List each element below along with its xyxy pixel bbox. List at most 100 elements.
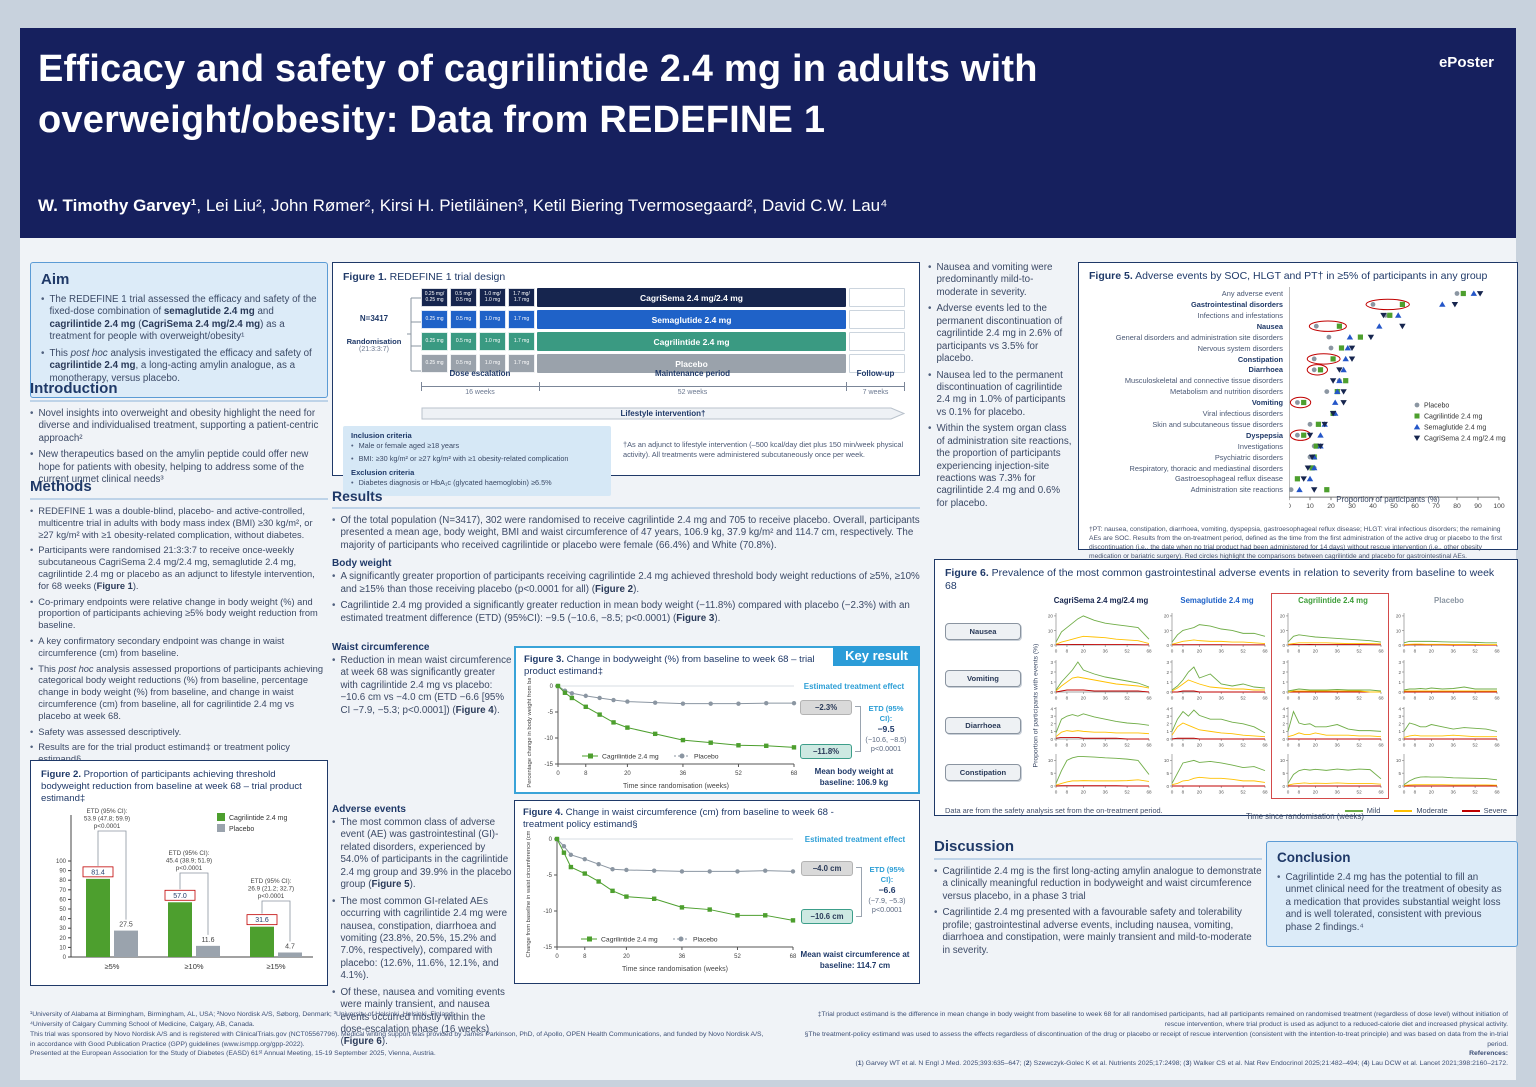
svg-text:-10: -10 — [544, 736, 553, 742]
figure2-caption: Figure 2. Proportion of participants ach… — [41, 769, 302, 804]
figure2-box: Figure 2. Proportion of participants ach… — [18, 760, 328, 986]
fig5-row-label: Administration site reactions — [1190, 485, 1283, 495]
svg-text:0: 0 — [1403, 649, 1406, 654]
figure3-box: Key result Figure 3. Change in bodyweigh… — [514, 646, 920, 794]
figure1-randomisation-label: Randomisation — [346, 337, 402, 347]
svg-text:0: 0 — [63, 955, 67, 961]
svg-text:3: 3 — [1398, 714, 1401, 719]
list-item: • Of the total population (N=3417), 302 w… — [332, 515, 920, 551]
svg-text:10: 10 — [1396, 629, 1402, 634]
dose-step-box: 0.5 mg/ 0.5 mg — [450, 288, 477, 308]
svg-text:8: 8 — [1298, 790, 1301, 795]
svg-text:40: 40 — [1369, 503, 1377, 510]
svg-text:8: 8 — [1066, 649, 1069, 654]
svg-text:0: 0 — [1282, 643, 1285, 648]
svg-text:1: 1 — [1166, 680, 1169, 685]
fig6-column-header: Placebo — [1434, 596, 1464, 606]
svg-text:Time since randomisation (week: Time since randomisation (weeks) — [623, 783, 729, 790]
svg-text:100: 100 — [1493, 503, 1505, 510]
arm-bar: Semaglutide 2.4 mg — [537, 310, 846, 330]
svg-text:81.4: 81.4 — [91, 869, 105, 876]
svg-text:68: 68 — [1494, 790, 1500, 795]
list-item: • Novel insights into overweight and obes… — [30, 408, 319, 444]
svg-text:0: 0 — [1050, 784, 1053, 789]
svg-text:3: 3 — [1166, 714, 1169, 719]
svg-text:0: 0 — [1055, 790, 1058, 795]
fig6-mini-chart: 0 5 10 0 8 20 36 52 68 — [1396, 754, 1500, 795]
list-item: • A significantly greater proportion of p… — [332, 571, 920, 595]
svg-text:36: 36 — [1103, 790, 1109, 795]
list-item: • Co-primary endpoints were relative chan… — [30, 596, 318, 631]
svg-text:36: 36 — [1103, 696, 1109, 701]
fig6-legend-item: Mild — [1344, 806, 1380, 815]
fig5-row-label: Psychiatric disorders — [1214, 452, 1283, 462]
dose-step-box: 0.25 mg — [421, 354, 448, 374]
dose-step-box: 1.0 mg — [479, 354, 506, 374]
figure6-legend: Mild Moderate Severe — [1344, 806, 1507, 815]
svg-text:0: 0 — [1282, 690, 1285, 695]
svg-text:20: 20 — [1081, 743, 1087, 748]
fig6-row-label: Nausea — [945, 623, 1021, 641]
svg-text:36: 36 — [1219, 743, 1225, 748]
svg-text:68: 68 — [1146, 790, 1152, 795]
svg-text:10: 10 — [1048, 629, 1054, 634]
svg-text:0: 0 — [1398, 690, 1401, 695]
svg-text:2: 2 — [1282, 670, 1285, 675]
svg-text:57.0: 57.0 — [173, 893, 187, 900]
svg-text:52: 52 — [1241, 649, 1247, 654]
svg-text:68: 68 — [1378, 743, 1384, 748]
aim-box: Aim • The REDEFINE 1 trial assessed the e… — [30, 262, 328, 399]
svg-text:20: 20 — [1429, 649, 1435, 654]
figure5-caption: Figure 5. Adverse events by SOC, HLGT an… — [1089, 270, 1488, 282]
svg-text:CagriSema 2.4 mg/2.4 mg: CagriSema 2.4 mg/2.4 mg — [1424, 436, 1506, 443]
svg-text:0: 0 — [1287, 743, 1290, 748]
svg-text:52: 52 — [734, 954, 741, 960]
svg-text:20: 20 — [1197, 743, 1203, 748]
svg-text:Placebo: Placebo — [1424, 403, 1449, 410]
figure3-caption: Figure 3. Change in bodyweight (%) from … — [524, 654, 815, 677]
svg-text:52: 52 — [1125, 649, 1131, 654]
svg-text:20: 20 — [1081, 790, 1087, 795]
svg-text:10: 10 — [1164, 758, 1170, 763]
waist-section: Waist circumference • Reduction in mean w… — [332, 636, 512, 721]
svg-text:20: 20 — [1197, 696, 1203, 701]
svg-text:0: 0 — [1171, 696, 1174, 701]
svg-text:36: 36 — [680, 771, 687, 777]
svg-text:0: 0 — [1166, 690, 1169, 695]
bodyweight-subheading: Body weight — [332, 558, 392, 570]
svg-text:70: 70 — [1432, 503, 1440, 510]
fig6-cagrilintide-highlight-box — [1271, 593, 1389, 800]
list-item: • BMI: ≥30 kg/m² or ≥27 kg/m² with ≥1 obe… — [351, 454, 569, 464]
svg-text:52: 52 — [1473, 649, 1479, 654]
fig6-column-header: CagriSema 2.4 mg/2.4 mg — [1053, 596, 1149, 606]
svg-text:8: 8 — [1298, 649, 1301, 654]
svg-text:20: 20 — [1429, 790, 1435, 795]
svg-text:20: 20 — [1313, 743, 1319, 748]
svg-text:20: 20 — [1197, 649, 1203, 654]
waist-subheading: Waist circumference — [332, 642, 430, 653]
dose-step-box: 0.25 mg — [421, 310, 448, 330]
svg-text:8: 8 — [1182, 743, 1185, 748]
figure1-bottom-row: Inclusion criteria • Male or female aged … — [343, 426, 909, 497]
dose-step-box: 1.0 mg/ 1.0 mg — [479, 288, 506, 308]
svg-text:0: 0 — [1282, 737, 1285, 742]
svg-text:52: 52 — [735, 771, 742, 777]
svg-text:8: 8 — [1414, 743, 1417, 748]
dose-step-box: 0.25 mg/ 0.25 mg — [421, 288, 448, 308]
figure1-criteria-box: Inclusion criteria • Male or female aged … — [343, 426, 611, 497]
svg-text:2: 2 — [1166, 670, 1169, 675]
svg-text:36: 36 — [1335, 790, 1341, 795]
fig6-mini-chart: 0 1 2 3 0 8 20 36 52 68 — [1398, 660, 1500, 701]
svg-text:0: 0 — [1287, 649, 1290, 654]
fig6-mini-chart: 0 1 2 3 0 8 20 36 52 68 — [1166, 660, 1268, 701]
list-item: • Cagrilintide 2.4 mg provided a signific… — [332, 600, 910, 624]
svg-text:36: 36 — [1335, 649, 1341, 654]
results-bullets: • Of the total population (N=3417), 302 w… — [332, 515, 920, 552]
svg-text:52: 52 — [1125, 696, 1131, 701]
results-heading: Results — [332, 488, 920, 509]
dose-step-box: 0.5 mg — [450, 332, 477, 352]
svg-text:10: 10 — [1280, 758, 1286, 763]
svg-text:0: 0 — [1398, 784, 1401, 789]
svg-text:0: 0 — [1166, 737, 1169, 742]
fig6-mini-chart: 0 10 20 0 8 20 36 52 68 — [1396, 613, 1500, 654]
